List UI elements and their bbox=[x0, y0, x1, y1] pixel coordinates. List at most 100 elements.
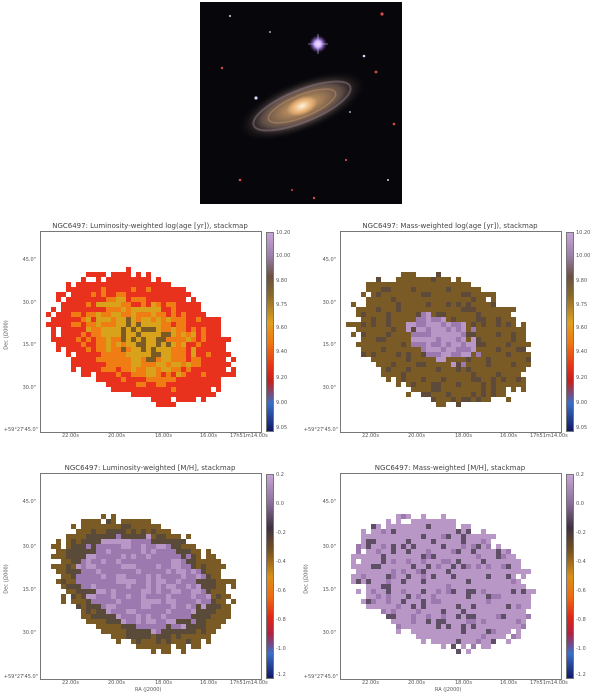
map-pixel bbox=[411, 307, 416, 312]
map-pixel bbox=[81, 569, 86, 574]
map-pixel bbox=[386, 322, 391, 327]
map-pixel bbox=[406, 342, 411, 347]
map-pixel bbox=[161, 312, 166, 317]
map-pixel bbox=[106, 564, 111, 569]
map-pixel bbox=[456, 332, 461, 337]
map-pixel bbox=[151, 634, 156, 639]
map-pixel bbox=[66, 322, 71, 327]
map-pixel bbox=[176, 337, 181, 342]
map-pixel bbox=[181, 544, 186, 549]
map-pixel bbox=[191, 634, 196, 639]
map-pixel bbox=[166, 322, 171, 327]
colorbar-tick: 9.00 bbox=[576, 400, 588, 406]
map-pixel bbox=[461, 297, 466, 302]
map-pixel bbox=[386, 287, 391, 292]
map-pixel bbox=[206, 564, 211, 569]
map-pixel bbox=[411, 554, 416, 559]
map-pixel bbox=[91, 302, 96, 307]
map-pixel bbox=[106, 574, 111, 579]
map-pixel bbox=[406, 367, 411, 372]
map-pixel bbox=[511, 367, 516, 372]
map-pixel bbox=[61, 549, 66, 554]
map-pixel bbox=[396, 624, 401, 629]
map-pixel bbox=[496, 614, 501, 619]
map-pixel bbox=[481, 372, 486, 377]
map-pixel bbox=[476, 539, 481, 544]
map-pixel bbox=[351, 574, 356, 579]
map-pixel bbox=[396, 332, 401, 337]
map-pixel bbox=[376, 287, 381, 292]
map-pixel bbox=[396, 554, 401, 559]
map-pixel bbox=[396, 514, 401, 519]
map-pixel bbox=[421, 564, 426, 569]
map-pixel bbox=[421, 554, 426, 559]
map-pixel bbox=[521, 589, 526, 594]
map-pixel bbox=[471, 332, 476, 337]
map-pixel bbox=[366, 317, 371, 322]
map-pixel bbox=[91, 352, 96, 357]
map-pixel bbox=[486, 624, 491, 629]
map-pixel bbox=[181, 357, 186, 362]
map-pixel bbox=[186, 544, 191, 549]
map-pixel bbox=[186, 337, 191, 342]
map-pixel bbox=[481, 367, 486, 372]
map-pixel bbox=[111, 327, 116, 332]
map-pixel bbox=[481, 554, 486, 559]
map-pixel bbox=[191, 367, 196, 372]
map-pixel bbox=[431, 624, 436, 629]
map-pixel bbox=[476, 357, 481, 362]
map-pixel bbox=[126, 564, 131, 569]
y-tick: 30.0" bbox=[22, 385, 36, 391]
map-pixel bbox=[361, 347, 366, 352]
map-pixel bbox=[141, 529, 146, 534]
map-pixel bbox=[181, 332, 186, 337]
map-pixel bbox=[401, 564, 406, 569]
map-pixel bbox=[456, 292, 461, 297]
map-pixel bbox=[191, 604, 196, 609]
map-pixel bbox=[471, 352, 476, 357]
map-pixel bbox=[451, 539, 456, 544]
map-pixel bbox=[111, 559, 116, 564]
map-pixel bbox=[141, 297, 146, 302]
map-pixel bbox=[421, 544, 426, 549]
map-pixel bbox=[426, 327, 431, 332]
map-pixel bbox=[136, 377, 141, 382]
map-pixel bbox=[481, 634, 486, 639]
map-pixel bbox=[471, 377, 476, 382]
map-pixel bbox=[436, 579, 441, 584]
map-pixel bbox=[81, 347, 86, 352]
map-pixel bbox=[491, 302, 496, 307]
map-pixel bbox=[471, 554, 476, 559]
map-pixel bbox=[166, 594, 171, 599]
map-pixel bbox=[481, 297, 486, 302]
map-pixel bbox=[451, 377, 456, 382]
map-pixel bbox=[471, 539, 476, 544]
map-pixel bbox=[126, 594, 131, 599]
map-pixel bbox=[446, 589, 451, 594]
map-pixel bbox=[156, 544, 161, 549]
map-pixel bbox=[121, 584, 126, 589]
map-pixel bbox=[456, 322, 461, 327]
map-pixel bbox=[411, 287, 416, 292]
map-pixel bbox=[156, 594, 161, 599]
map-pixel bbox=[426, 574, 431, 579]
map-pixel bbox=[411, 332, 416, 337]
map-pixel bbox=[206, 362, 211, 367]
map-pixel bbox=[141, 554, 146, 559]
map-pixel bbox=[496, 347, 501, 352]
map-pixel bbox=[161, 534, 166, 539]
colorbar-tick: -1.0 bbox=[276, 646, 286, 652]
map-pixel bbox=[396, 352, 401, 357]
map-pixel bbox=[471, 397, 476, 402]
map-pixel bbox=[451, 569, 456, 574]
map-pixel bbox=[441, 372, 446, 377]
map-pixel bbox=[391, 297, 396, 302]
map-pixel bbox=[186, 322, 191, 327]
map-pixel bbox=[116, 624, 121, 629]
map-pixel bbox=[456, 387, 461, 392]
map-pixel bbox=[371, 544, 376, 549]
map-pixel bbox=[431, 529, 436, 534]
map-pixel bbox=[181, 609, 186, 614]
map-pixel bbox=[371, 564, 376, 569]
colorbar-tick: 9.40 bbox=[576, 349, 588, 355]
